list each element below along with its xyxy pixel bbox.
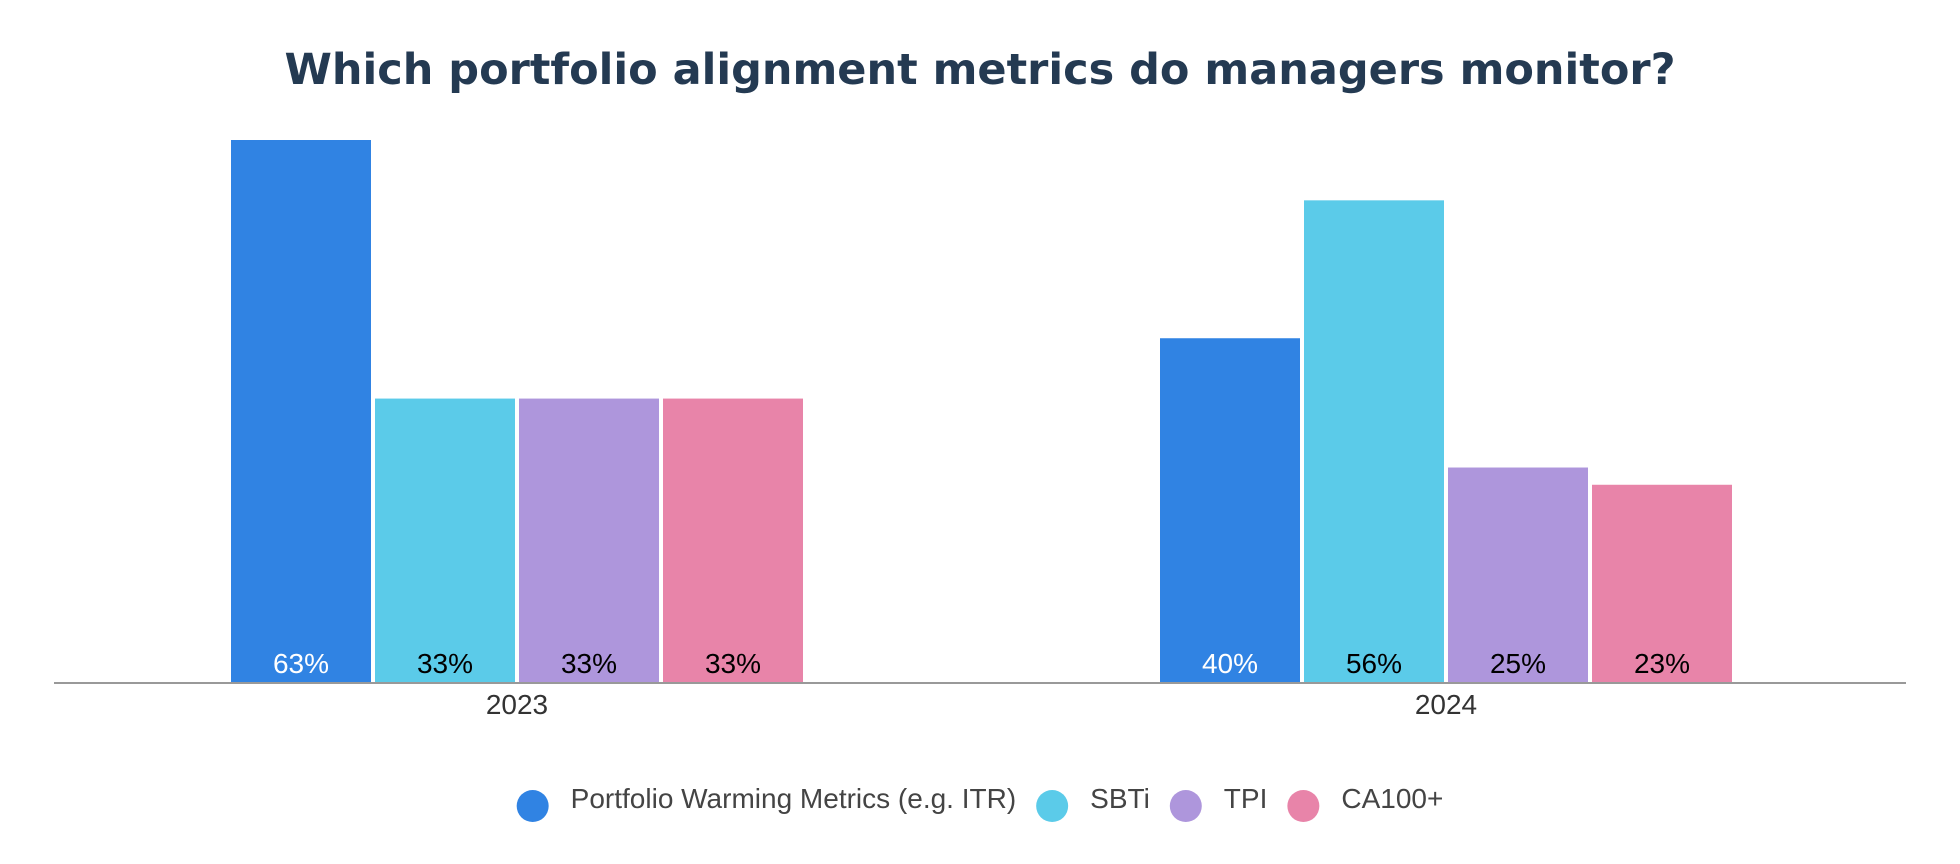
legend-label: SBTi xyxy=(1090,783,1150,814)
bar-value-label: 63% xyxy=(273,648,329,679)
bar-2024-0 xyxy=(1160,338,1300,683)
legend-dot-icon xyxy=(516,790,549,822)
bar-value-label: 56% xyxy=(1346,648,1402,679)
bar-2023-0 xyxy=(231,140,371,683)
legend-label: TPI xyxy=(1224,783,1268,814)
bar-2024-2 xyxy=(1448,467,1588,683)
bar-labels-layer: 63% 33% 33% 33% 40% 56% 25% 23% xyxy=(273,648,1690,679)
legend: Portfolio Warming Metrics (e.g. ITR) SBTi… xyxy=(516,783,1443,822)
bar-value-label: 23% xyxy=(1634,648,1690,679)
legend-item: Portfolio Warming Metrics (e.g. ITR) xyxy=(516,783,1016,822)
x-tick-label-2024: 2024 xyxy=(1415,689,1477,720)
legend-item: CA100+ xyxy=(1287,783,1443,822)
bars-layer xyxy=(231,140,1732,684)
legend-dot-icon xyxy=(1287,790,1320,822)
legend-item: TPI xyxy=(1169,783,1268,822)
legend-item: SBTi xyxy=(1036,783,1150,822)
legend-label: CA100+ xyxy=(1341,783,1443,814)
x-axis-tick-labels: 2023 2024 xyxy=(486,689,1477,720)
bar-2023-2 xyxy=(519,398,659,683)
x-tick-label-2023: 2023 xyxy=(486,689,548,720)
bar-2023-1 xyxy=(375,398,515,683)
bar-2024-3 xyxy=(1592,484,1732,683)
bar-2024-1 xyxy=(1304,200,1444,684)
bar-value-label: 25% xyxy=(1490,648,1546,679)
legend-label: Portfolio Warming Metrics (e.g. ITR) xyxy=(571,783,1016,814)
bar-value-label: 33% xyxy=(417,648,473,679)
legend-dot-icon xyxy=(1036,790,1069,822)
bar-value-label: 33% xyxy=(561,648,617,679)
legend-dot-icon xyxy=(1169,790,1202,822)
bar-value-label: 40% xyxy=(1202,648,1258,679)
bar-value-label: 33% xyxy=(705,648,761,679)
bar-2023-3 xyxy=(663,398,803,683)
chart-title: Which portfolio alignment metrics do man… xyxy=(284,45,1675,95)
